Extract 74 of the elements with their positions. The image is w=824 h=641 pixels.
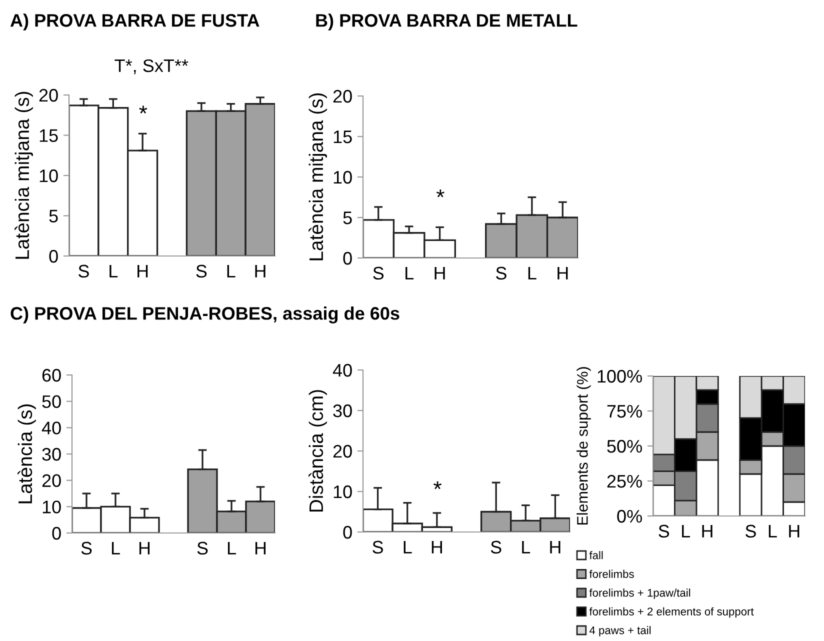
chart-title: C) PROVA DEL PENJA-ROBES, assaig de 60s [10,306,400,324]
y-tick-label: 5 [343,212,352,224]
x-tick-label: L [406,266,414,280]
y-tick-label: 10 [42,500,61,514]
x-tick-label: H [550,540,560,554]
x-tick-label: L [112,542,120,554]
y-tick-label: 5 [49,210,58,222]
y-axis-title: Latència (s) [18,404,36,504]
y-tick-label: 30 [42,448,61,461]
y-tick-label: 0 [343,252,352,265]
legend-label: forelimbs + 1paw/tail [589,588,690,599]
x-tick-label: H [139,542,150,554]
text: T*, SxT** [114,59,188,74]
y-tick-label: 25% [607,474,642,488]
y-tick-label: 50 [42,395,61,408]
y-tick-label: 20 [42,474,61,488]
chart-title: B) PROVA BARRA DE METALL [316,14,578,30]
x-tick-label: L [522,540,530,554]
x-tick-label: H [255,264,266,278]
x-tick-label: H [558,266,568,280]
x-tick-label: S [746,524,756,538]
x-tick-label: H [434,266,445,280]
y-tick-label: 40 [332,364,352,377]
y-axis-title: Latència mitjana (s) [14,92,33,259]
legend-label: 4 paws + tail [589,626,651,636]
x-tick-label: L [404,540,412,554]
annotation: * [139,106,148,114]
x-tick-label: H [789,524,800,538]
y-tick-label: 30 [333,404,352,418]
y-axis-title: Latència mitjana (s) [308,93,327,260]
annotation: * [434,481,442,490]
x-tick-label: S [658,524,670,538]
y-tick-label: 60 [42,368,61,382]
y-tick-label: 10 [40,169,58,182]
y-tick-label: 20 [39,88,58,102]
y-tick-label: 15 [40,129,58,142]
y-tick-label: 10 [334,485,352,498]
x-tick-label: S [197,542,208,555]
x-tick-label: H [138,264,148,278]
y-tick-label: 10 [334,170,352,184]
legend-label: forelimbs + 2 elements of support [589,607,754,618]
y-tick-label: 15 [334,130,352,144]
x-tick-label: L [528,266,536,280]
y-tick-label: 20 [333,90,352,103]
chart-title: A) PROVA BARRA DE FUSTA [10,14,260,30]
legend-label: forelimbs [589,570,634,578]
x-tick-label: L [110,264,118,278]
x-tick-label: S [196,264,207,278]
y-tick-label: 40 [42,422,61,434]
x-tick-label: H [255,542,266,554]
y-tick-label: 75% [607,405,642,418]
x-tick-label: S [496,266,506,280]
y-tick-label: 0% [617,510,642,523]
y-tick-label: 50% [607,440,642,453]
annotation: * [436,190,444,198]
x-tick-label: S [490,540,502,554]
x-tick-label: S [81,542,92,555]
x-tick-label: S [78,264,89,278]
y-tick-label: 0 [52,526,61,540]
x-tick-label: S [373,266,384,280]
x-tick-label: S [372,540,383,554]
x-tick-label: L [228,542,236,554]
y-tick-label: 100% [598,370,642,383]
x-tick-label: L [227,264,236,278]
y-axis-title: Elements de suport (%) [576,367,591,525]
x-tick-label: L [768,524,777,538]
x-tick-label: H [702,524,712,538]
y-axis-title: Distància (cm) [308,390,327,512]
y-tick-label: 0 [343,526,352,539]
x-tick-label: H [432,540,442,554]
legend-label: fall [589,551,603,560]
y-tick-label: 0 [49,250,58,263]
x-tick-label: L [682,524,690,538]
y-tick-label: 20 [333,444,352,458]
